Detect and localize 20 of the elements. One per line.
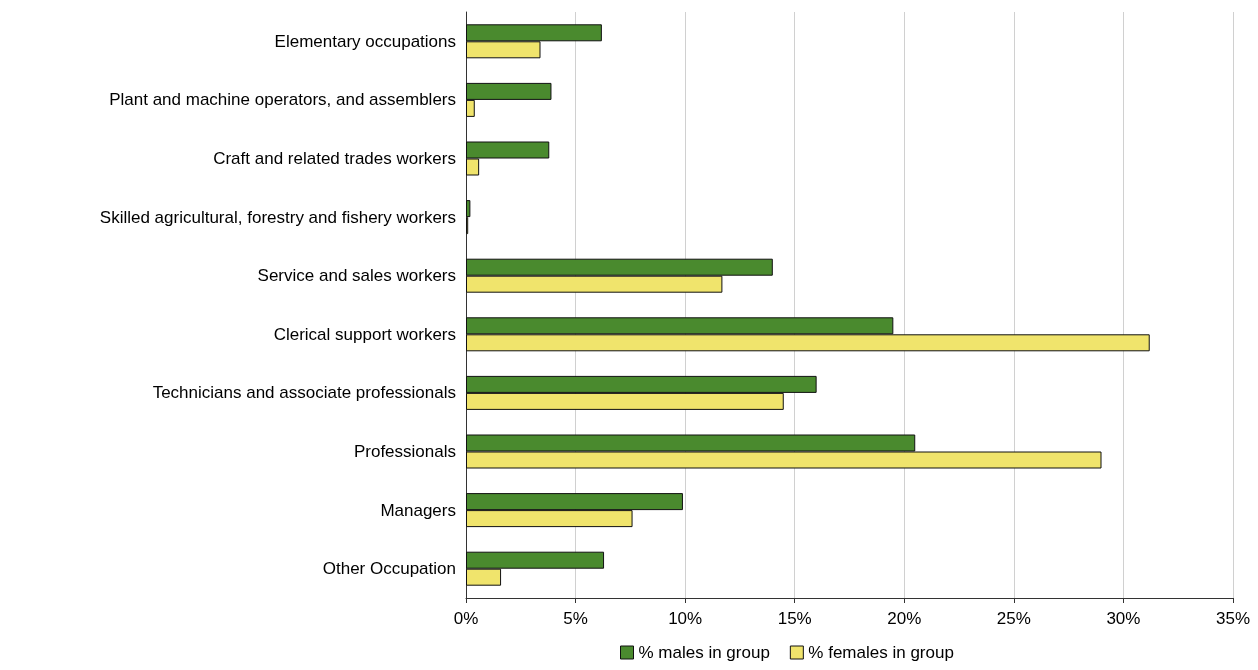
y-tick-label: Service and sales workers [257, 266, 456, 286]
legend-label: % females in group [808, 643, 954, 662]
x-tick-label: 20% [887, 609, 922, 628]
y-tick-label: Craft and related trades workers [213, 149, 456, 168]
y-tick-label: Skilled agricultural, forestry and fishery workers [99, 207, 456, 227]
y-tick-label: Clerical support workers [273, 324, 456, 344]
x-tick-label: 10% [668, 609, 703, 628]
y-tick-label: Plant and machine operators, and assemblers [109, 90, 456, 110]
legend-label: % males in group [638, 643, 770, 662]
y-tick-label: Elementary occupations [274, 31, 456, 51]
x-tick-label: 35% [1215, 609, 1251, 628]
y-tick-label: Technicians and associate professionals [152, 383, 456, 403]
y-tick-label: Professionals [353, 442, 456, 461]
x-tick-label: 25% [996, 609, 1031, 628]
x-tick-label: 30% [1106, 609, 1141, 628]
x-tick-label: 0% [453, 609, 479, 628]
x-tick-label: 15% [777, 609, 812, 628]
y-tick-label: Other Occupation [322, 559, 456, 579]
x-tick-label: 5% [563, 609, 588, 628]
y-tick-label: Managers [380, 500, 456, 520]
